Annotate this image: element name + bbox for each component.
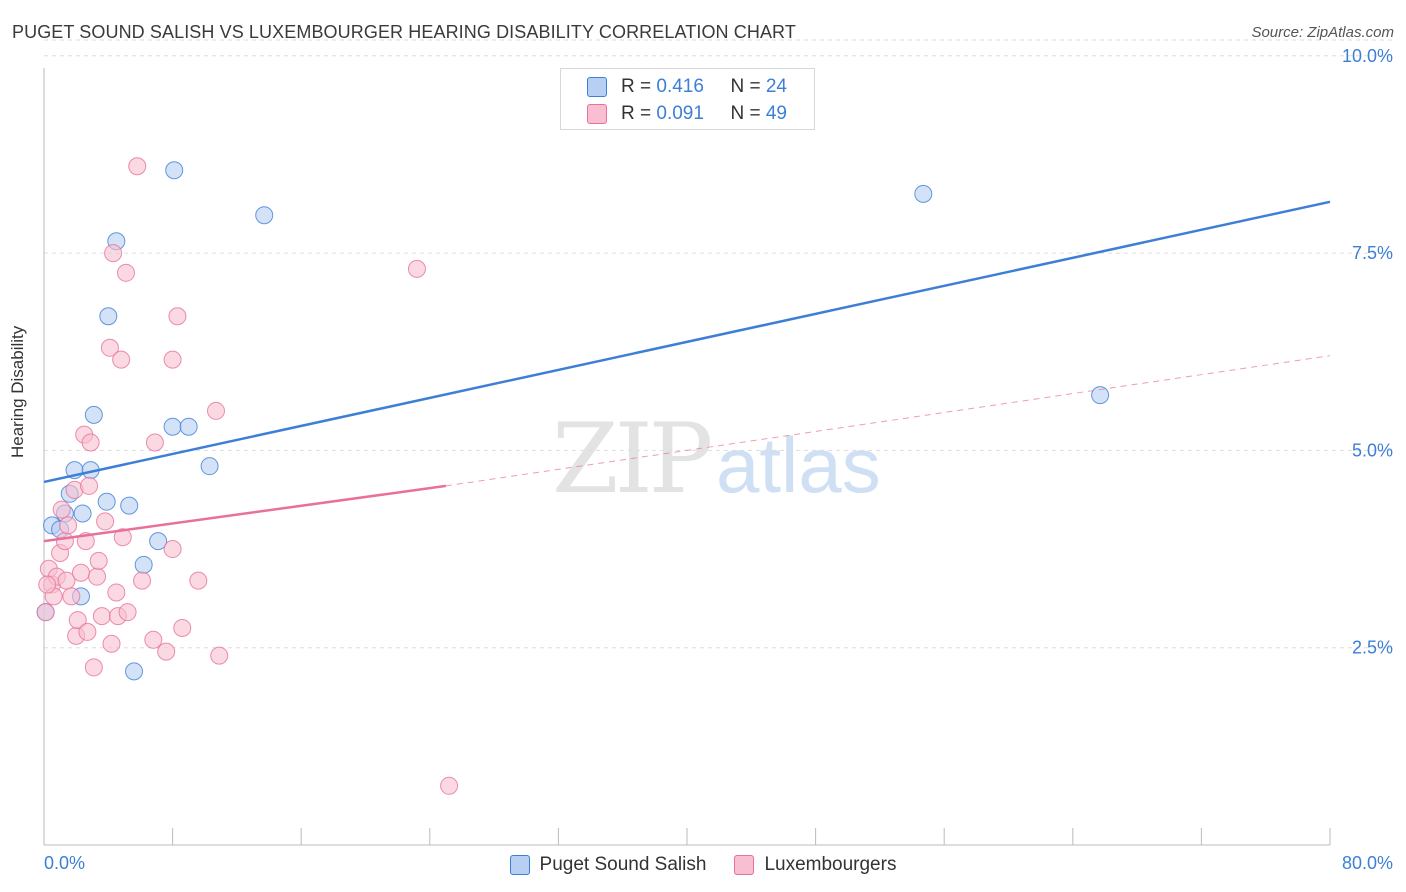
point-luxembourgers (52, 500, 71, 519)
watermark-atlas: atlas (716, 421, 881, 509)
point-puget-sound-salish (84, 405, 103, 424)
n-label-pink: N = (730, 103, 766, 124)
y-tick-label: 7.5% (1352, 243, 1393, 263)
point-luxembourgers (96, 512, 115, 531)
point-luxembourgers (68, 611, 87, 630)
point-luxembourgers (173, 618, 192, 637)
point-luxembourgers (59, 516, 78, 535)
point-luxembourgers (71, 563, 90, 582)
point-puget-sound-salish (255, 206, 274, 225)
point-luxembourgers (88, 567, 107, 586)
point-puget-sound-salish (179, 417, 198, 436)
legend-label-luxembourgers: Luxembourgers (764, 854, 897, 875)
stats-swatch-blue (587, 77, 607, 97)
point-luxembourgers (112, 350, 131, 369)
point-luxembourgers (62, 587, 81, 606)
point-luxembourgers (163, 350, 182, 369)
r-value-blue: 0.416 (656, 76, 704, 97)
point-luxembourgers (36, 603, 55, 622)
point-luxembourgers (81, 433, 100, 452)
point-luxembourgers (38, 575, 57, 594)
legend-item-puget-sound-salish[interactable]: Puget Sound Salish (509, 852, 707, 878)
watermark-zip: ZIP (552, 403, 711, 515)
n-value-blue: 24 (765, 76, 787, 97)
series-legend: Puget Sound Salish Luxembourgers (0, 852, 1406, 878)
point-luxembourgers (55, 532, 74, 551)
legend-item-luxembourgers[interactable]: Luxembourgers (734, 852, 896, 878)
point-luxembourgers (168, 307, 187, 326)
point-luxembourgers (163, 540, 182, 559)
trend-line-puget-sound-salish (43, 200, 1331, 484)
stats-swatch-pink (587, 104, 607, 124)
y-axis-label: Hearing Disability (8, 325, 27, 458)
point-luxembourgers (89, 551, 108, 570)
point-luxembourgers (128, 157, 147, 176)
point-puget-sound-salish (163, 417, 182, 436)
point-luxembourgers (157, 642, 176, 661)
r-value-pink: 0.091 (656, 103, 704, 124)
point-puget-sound-salish (149, 532, 168, 551)
point-luxembourgers (113, 528, 132, 547)
point-luxembourgers (107, 583, 126, 602)
y-tick-label: 10.0% (1342, 46, 1393, 66)
legend-swatch-pink (734, 855, 755, 875)
point-luxembourgers (100, 338, 119, 357)
chart-title: PUGET SOUND SALISH VS LUXEMBOURGER HEARI… (12, 22, 796, 42)
point-luxembourgers (145, 433, 164, 452)
point-puget-sound-salish (120, 496, 139, 515)
point-luxembourgers (210, 646, 229, 665)
point-luxembourgers (407, 259, 426, 278)
stats-row-pink: R = 0.091 N = 49 (587, 101, 787, 127)
r-label-blue: R = (621, 76, 657, 97)
point-puget-sound-salish (99, 307, 118, 326)
point-puget-sound-salish (914, 184, 933, 203)
point-puget-sound-salish (165, 161, 184, 180)
point-luxembourgers (189, 571, 208, 590)
point-luxembourgers (102, 634, 121, 653)
point-luxembourgers (118, 603, 137, 622)
point-puget-sound-salish (134, 555, 153, 574)
legend-swatch-blue (509, 855, 530, 875)
source-label: Source: ZipAtlas.com (1251, 24, 1394, 41)
point-luxembourgers (440, 776, 459, 795)
stats-text-blue: R = 0.416 N = 24 (621, 76, 787, 98)
point-luxembourgers (133, 571, 152, 590)
x-tick-label-min: 0.0% (44, 853, 85, 873)
legend-label-puget-sound-salish: Puget Sound Salish (539, 854, 707, 875)
y-tick-label: 5.0% (1352, 440, 1393, 460)
y-tick-label: 2.5% (1352, 638, 1393, 658)
x-tick-label-max: 80.0% (1342, 853, 1393, 873)
point-luxembourgers (84, 658, 103, 677)
point-puget-sound-salish (73, 504, 92, 523)
point-puget-sound-salish (1091, 386, 1110, 405)
n-label-blue: N = (730, 76, 766, 97)
point-luxembourgers (116, 263, 135, 282)
n-value-pink: 49 (765, 103, 787, 124)
point-luxembourgers (80, 476, 99, 495)
point-luxembourgers (144, 630, 163, 649)
r-label-pink: R = (621, 103, 657, 124)
point-luxembourgers (207, 401, 226, 420)
point-luxembourgers (78, 622, 97, 641)
point-puget-sound-salish (97, 492, 116, 511)
stats-row-blue: R = 0.416 N = 24 (587, 74, 787, 100)
stats-text-pink: R = 0.091 N = 49 (621, 103, 787, 125)
stats-legend: R = 0.416 N = 24 R = 0.091 N = 49 (560, 68, 815, 130)
trend-line-extension (445, 355, 1331, 487)
point-luxembourgers (104, 244, 123, 263)
point-puget-sound-salish (200, 457, 219, 476)
point-puget-sound-salish (125, 662, 144, 681)
point-luxembourgers (92, 607, 111, 626)
trend-line-luxembourgers (43, 484, 447, 543)
